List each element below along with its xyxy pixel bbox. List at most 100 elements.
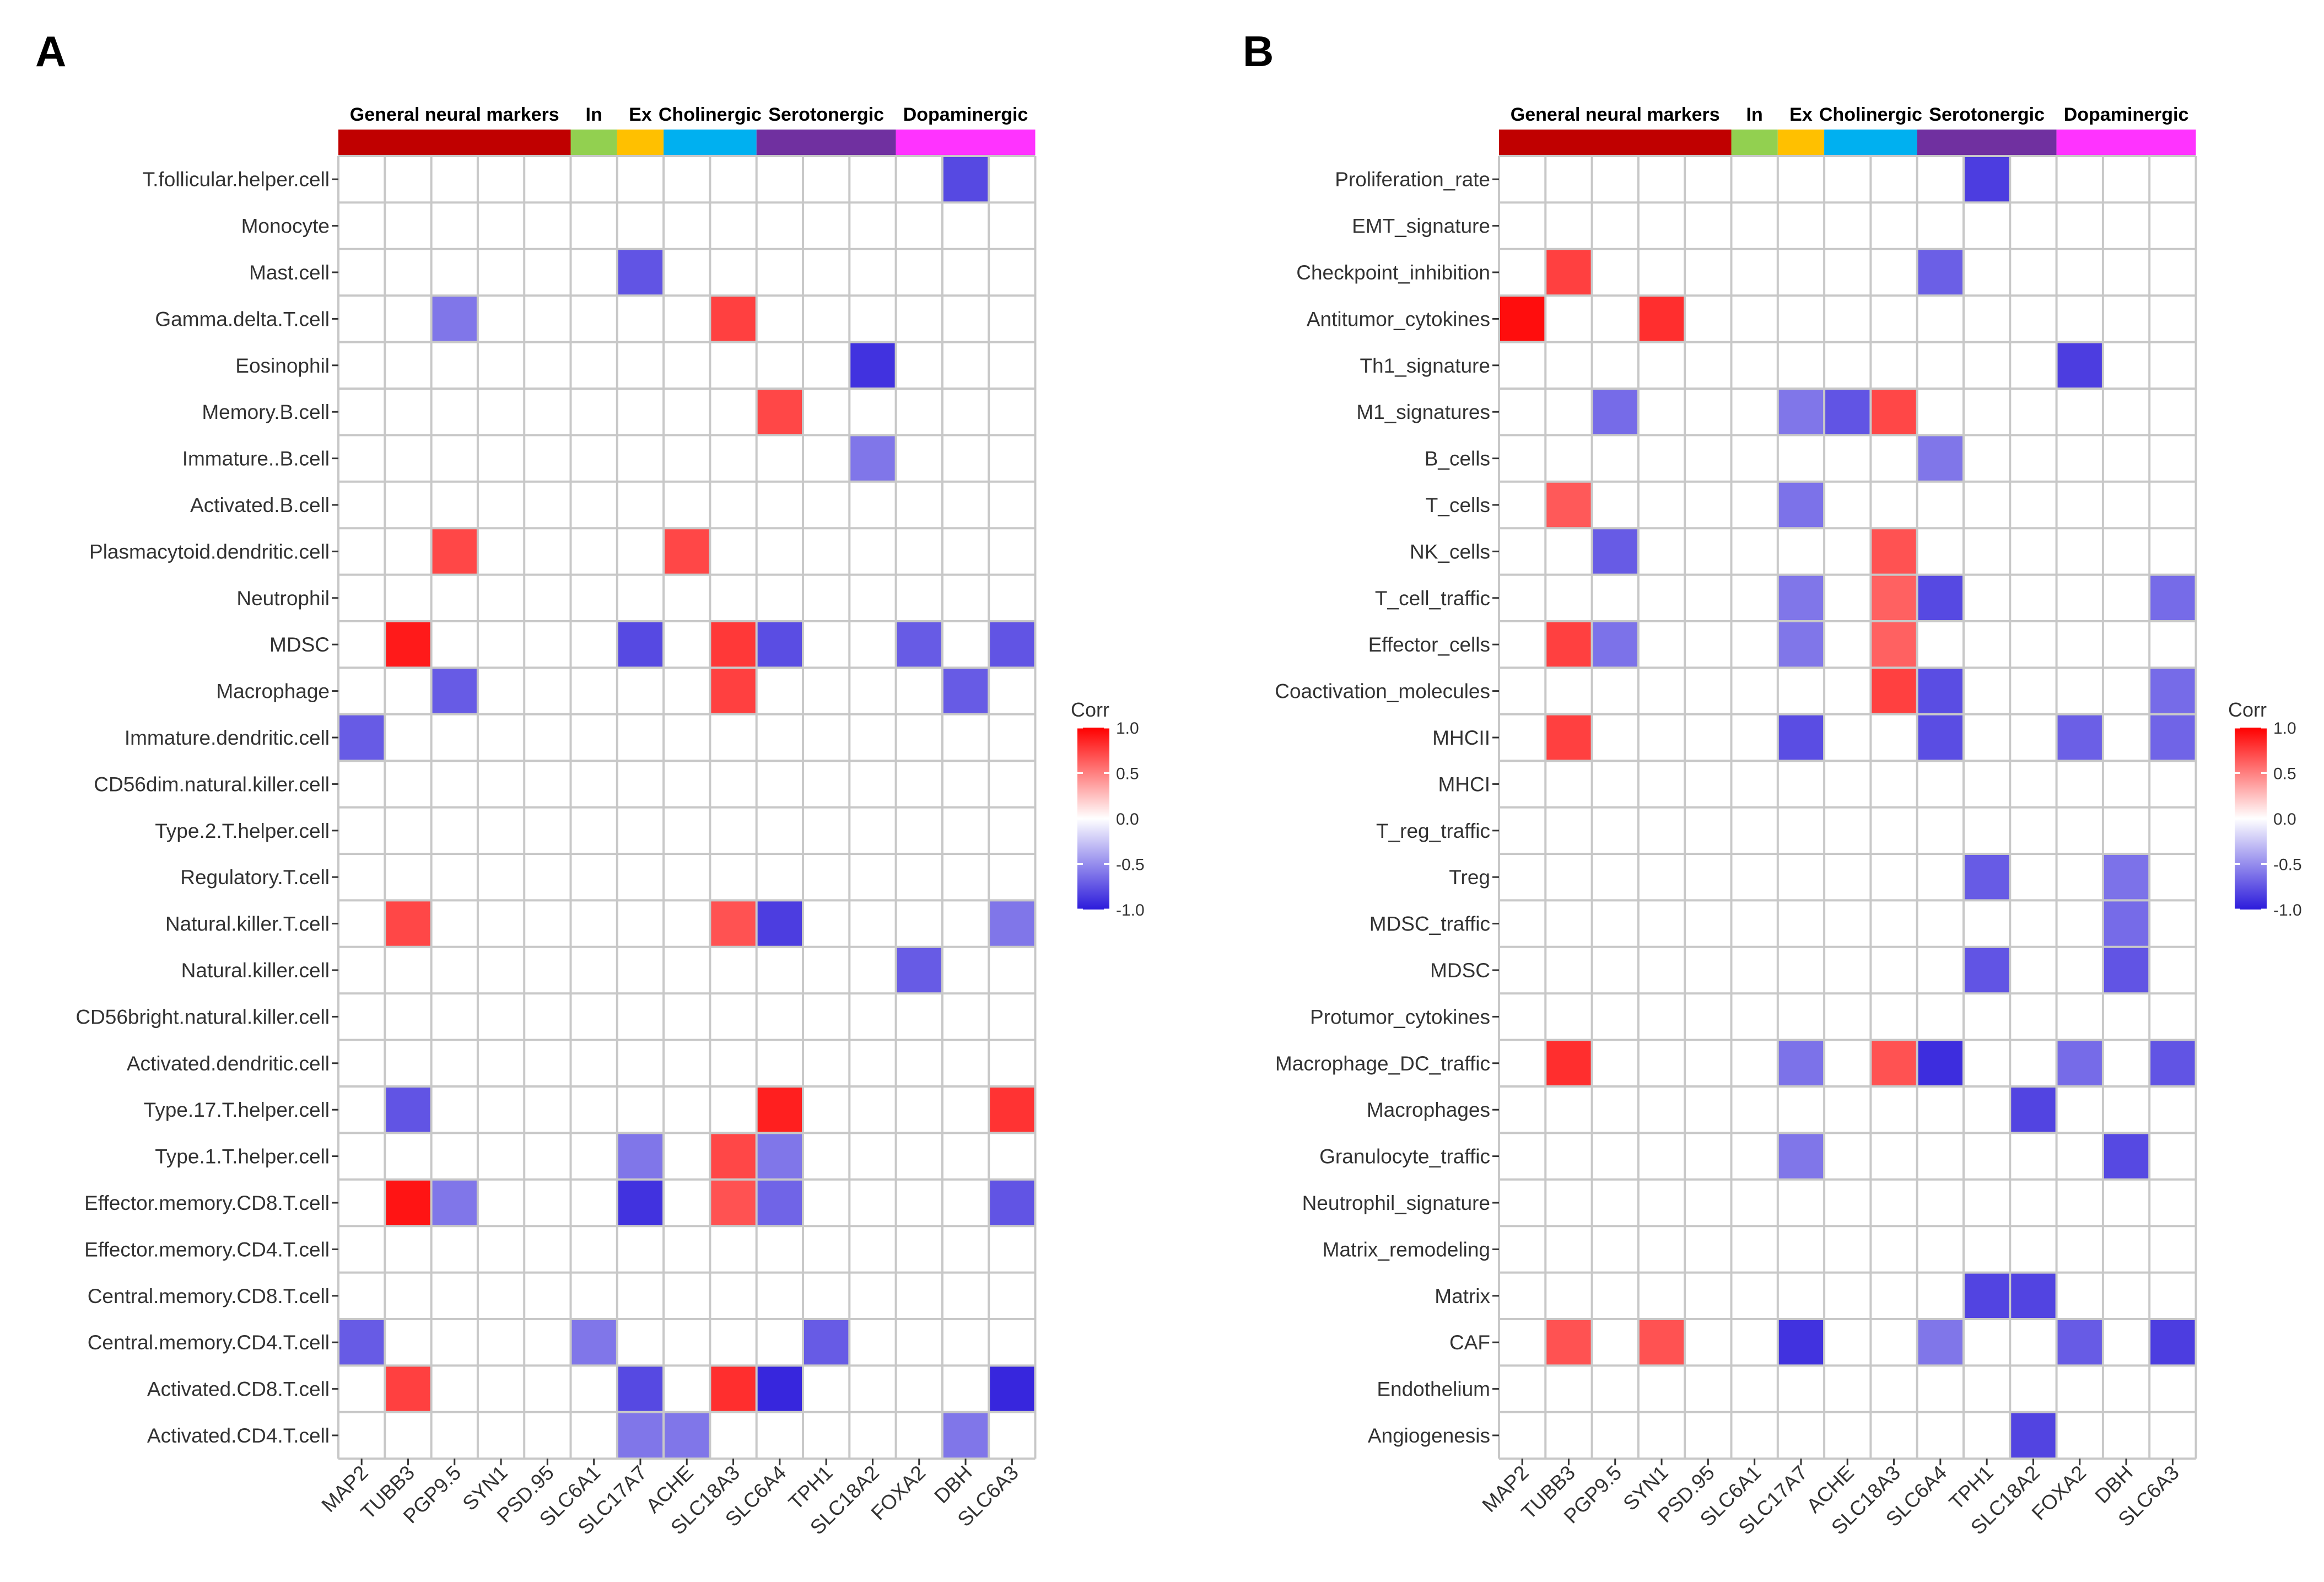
- heatmap-cell: [1917, 435, 1964, 482]
- heatmap-cell: [1917, 668, 1964, 714]
- heatmap-cell: [1870, 1040, 1917, 1086]
- heatmap-cell: [710, 295, 757, 342]
- row-label: T_cell_traffic: [1375, 587, 1490, 610]
- row-label: Neutrophil_signature: [1302, 1192, 1490, 1214]
- heatmap-cell: [710, 1133, 757, 1180]
- row-label: MDSC_traffic: [1369, 913, 1490, 935]
- row-label: Treg: [1449, 866, 1490, 889]
- row-label: Matrix_remodeling: [1323, 1238, 1490, 1261]
- heatmap-cell: [803, 1319, 850, 1366]
- heatmap-cell: [1964, 946, 2010, 994]
- panel-label: A: [35, 27, 66, 76]
- heatmap-cell: [1777, 481, 1825, 529]
- row-label: Effector_cells: [1368, 633, 1490, 656]
- group-bar-ex: [1777, 130, 1825, 156]
- row-label: MHCI: [1438, 773, 1490, 795]
- legend-tick-label: -0.5: [1116, 856, 1145, 874]
- legend-tick-label: 0.0: [2273, 810, 2296, 828]
- heatmap-cell: [849, 342, 896, 389]
- heatmap-cell: [431, 668, 478, 714]
- row-label: Activated.CD8.T.cell: [147, 1378, 330, 1401]
- heatmap-cell: [2056, 342, 2103, 389]
- heatmap-cell: [1917, 714, 1964, 761]
- row-label: EMT_signature: [1352, 215, 1490, 238]
- heatmap-cell: [1592, 389, 1638, 435]
- heatmap-cell: [1638, 295, 1685, 342]
- heatmap-cell: [617, 1365, 664, 1412]
- heatmap-cell: [2149, 1040, 2196, 1086]
- group-label-in: In: [1746, 104, 1763, 125]
- row-label: Neutrophil: [236, 587, 330, 610]
- heatmap-cell: [1592, 621, 1638, 668]
- heatmap-cell: [896, 946, 942, 994]
- heatmap-cell: [1917, 1319, 1964, 1366]
- heatmap-cell: [2102, 1133, 2150, 1180]
- heatmap-cell: [1964, 1272, 2010, 1319]
- heatmap-cell: [942, 668, 989, 714]
- heatmap-cell: [710, 668, 757, 714]
- group-bar-serotonergic: [1917, 130, 2057, 156]
- heatmap-cell: [1777, 389, 1825, 435]
- heatmap-cell: [1870, 574, 1917, 621]
- heatmap-cell: [989, 1365, 1036, 1412]
- heatmap-cell: [2056, 1040, 2103, 1086]
- legend-tick-label: -1.0: [2273, 901, 2302, 919]
- group-bar-cholinergic: [664, 130, 757, 156]
- row-label: Gamma.delta.T.cell: [155, 308, 330, 330]
- heatmap-cell: [385, 900, 432, 947]
- group-bar-general-neural-markers: [1499, 130, 1732, 156]
- heatmap-cell: [989, 621, 1036, 668]
- row-label: Natural.killer.T.cell: [165, 913, 330, 935]
- row-label: Endothelium: [1377, 1378, 1490, 1401]
- heatmap-cell: [2056, 714, 2103, 761]
- heatmap-cell: [431, 528, 478, 575]
- row-label: Immature.dendritic.cell: [125, 727, 330, 749]
- heatmap-cell: [756, 621, 803, 668]
- heatmap-cell: [989, 900, 1036, 947]
- heatmap-cell: [1917, 574, 1964, 621]
- heatmap-cell: [385, 1086, 432, 1133]
- heatmap-cell: [849, 435, 896, 482]
- group-bar-ex: [617, 130, 664, 156]
- group-label-cholinergic: Cholinergic: [1819, 104, 1922, 125]
- heatmap-cell: [2149, 1319, 2196, 1366]
- row-label: T.follicular.helper.cell: [143, 168, 330, 191]
- heatmap-cell: [2010, 1272, 2057, 1319]
- heatmap-cell: [664, 528, 710, 575]
- heatmap-cell: [1545, 1319, 1592, 1366]
- heatmap-cell: [431, 1179, 478, 1226]
- heatmap-cell: [756, 1086, 803, 1133]
- heatmap-cell: [1964, 854, 2010, 901]
- heatmap-cell: [1777, 1040, 1825, 1086]
- row-label: Effector.memory.CD4.T.cell: [84, 1238, 330, 1261]
- heatmap-cell: [710, 621, 757, 668]
- row-label: Mast.cell: [249, 261, 330, 284]
- heatmap-cell: [617, 1179, 664, 1226]
- group-bar-in: [570, 130, 617, 156]
- heatmap-cell: [1545, 481, 1592, 529]
- legend-tick-label: 0.5: [2273, 765, 2296, 783]
- row-label: Th1_signature: [1360, 354, 1490, 377]
- row-label: Macrophage: [216, 680, 330, 703]
- legend-tick-label: 1.0: [1116, 719, 1139, 738]
- row-label: Effector.memory.CD8.T.cell: [84, 1192, 330, 1214]
- heatmap-cell: [570, 1319, 617, 1366]
- group-label-in: In: [586, 104, 602, 125]
- heatmap-cell: [1917, 249, 1964, 296]
- legend-tick-label: -1.0: [1116, 901, 1145, 919]
- heatmap-cell: [756, 1133, 803, 1180]
- row-label: Activated.dendritic.cell: [127, 1052, 330, 1075]
- heatmap-cell: [617, 1133, 664, 1180]
- row-label: Regulatory.T.cell: [180, 866, 330, 889]
- heatmap-cell: [1824, 389, 1871, 435]
- row-label: Checkpoint_inhibition: [1296, 261, 1490, 284]
- heatmap-cell: [617, 621, 664, 668]
- heatmap-cell: [2010, 1412, 2057, 1459]
- heatmap-cell: [2056, 1319, 2103, 1366]
- heatmap-cell: [710, 1365, 757, 1412]
- row-label: Natural.killer.cell: [181, 959, 330, 982]
- heatmap-cell: [1545, 621, 1592, 668]
- heatmap-cell: [710, 1179, 757, 1226]
- heatmap-cell: [2102, 900, 2150, 947]
